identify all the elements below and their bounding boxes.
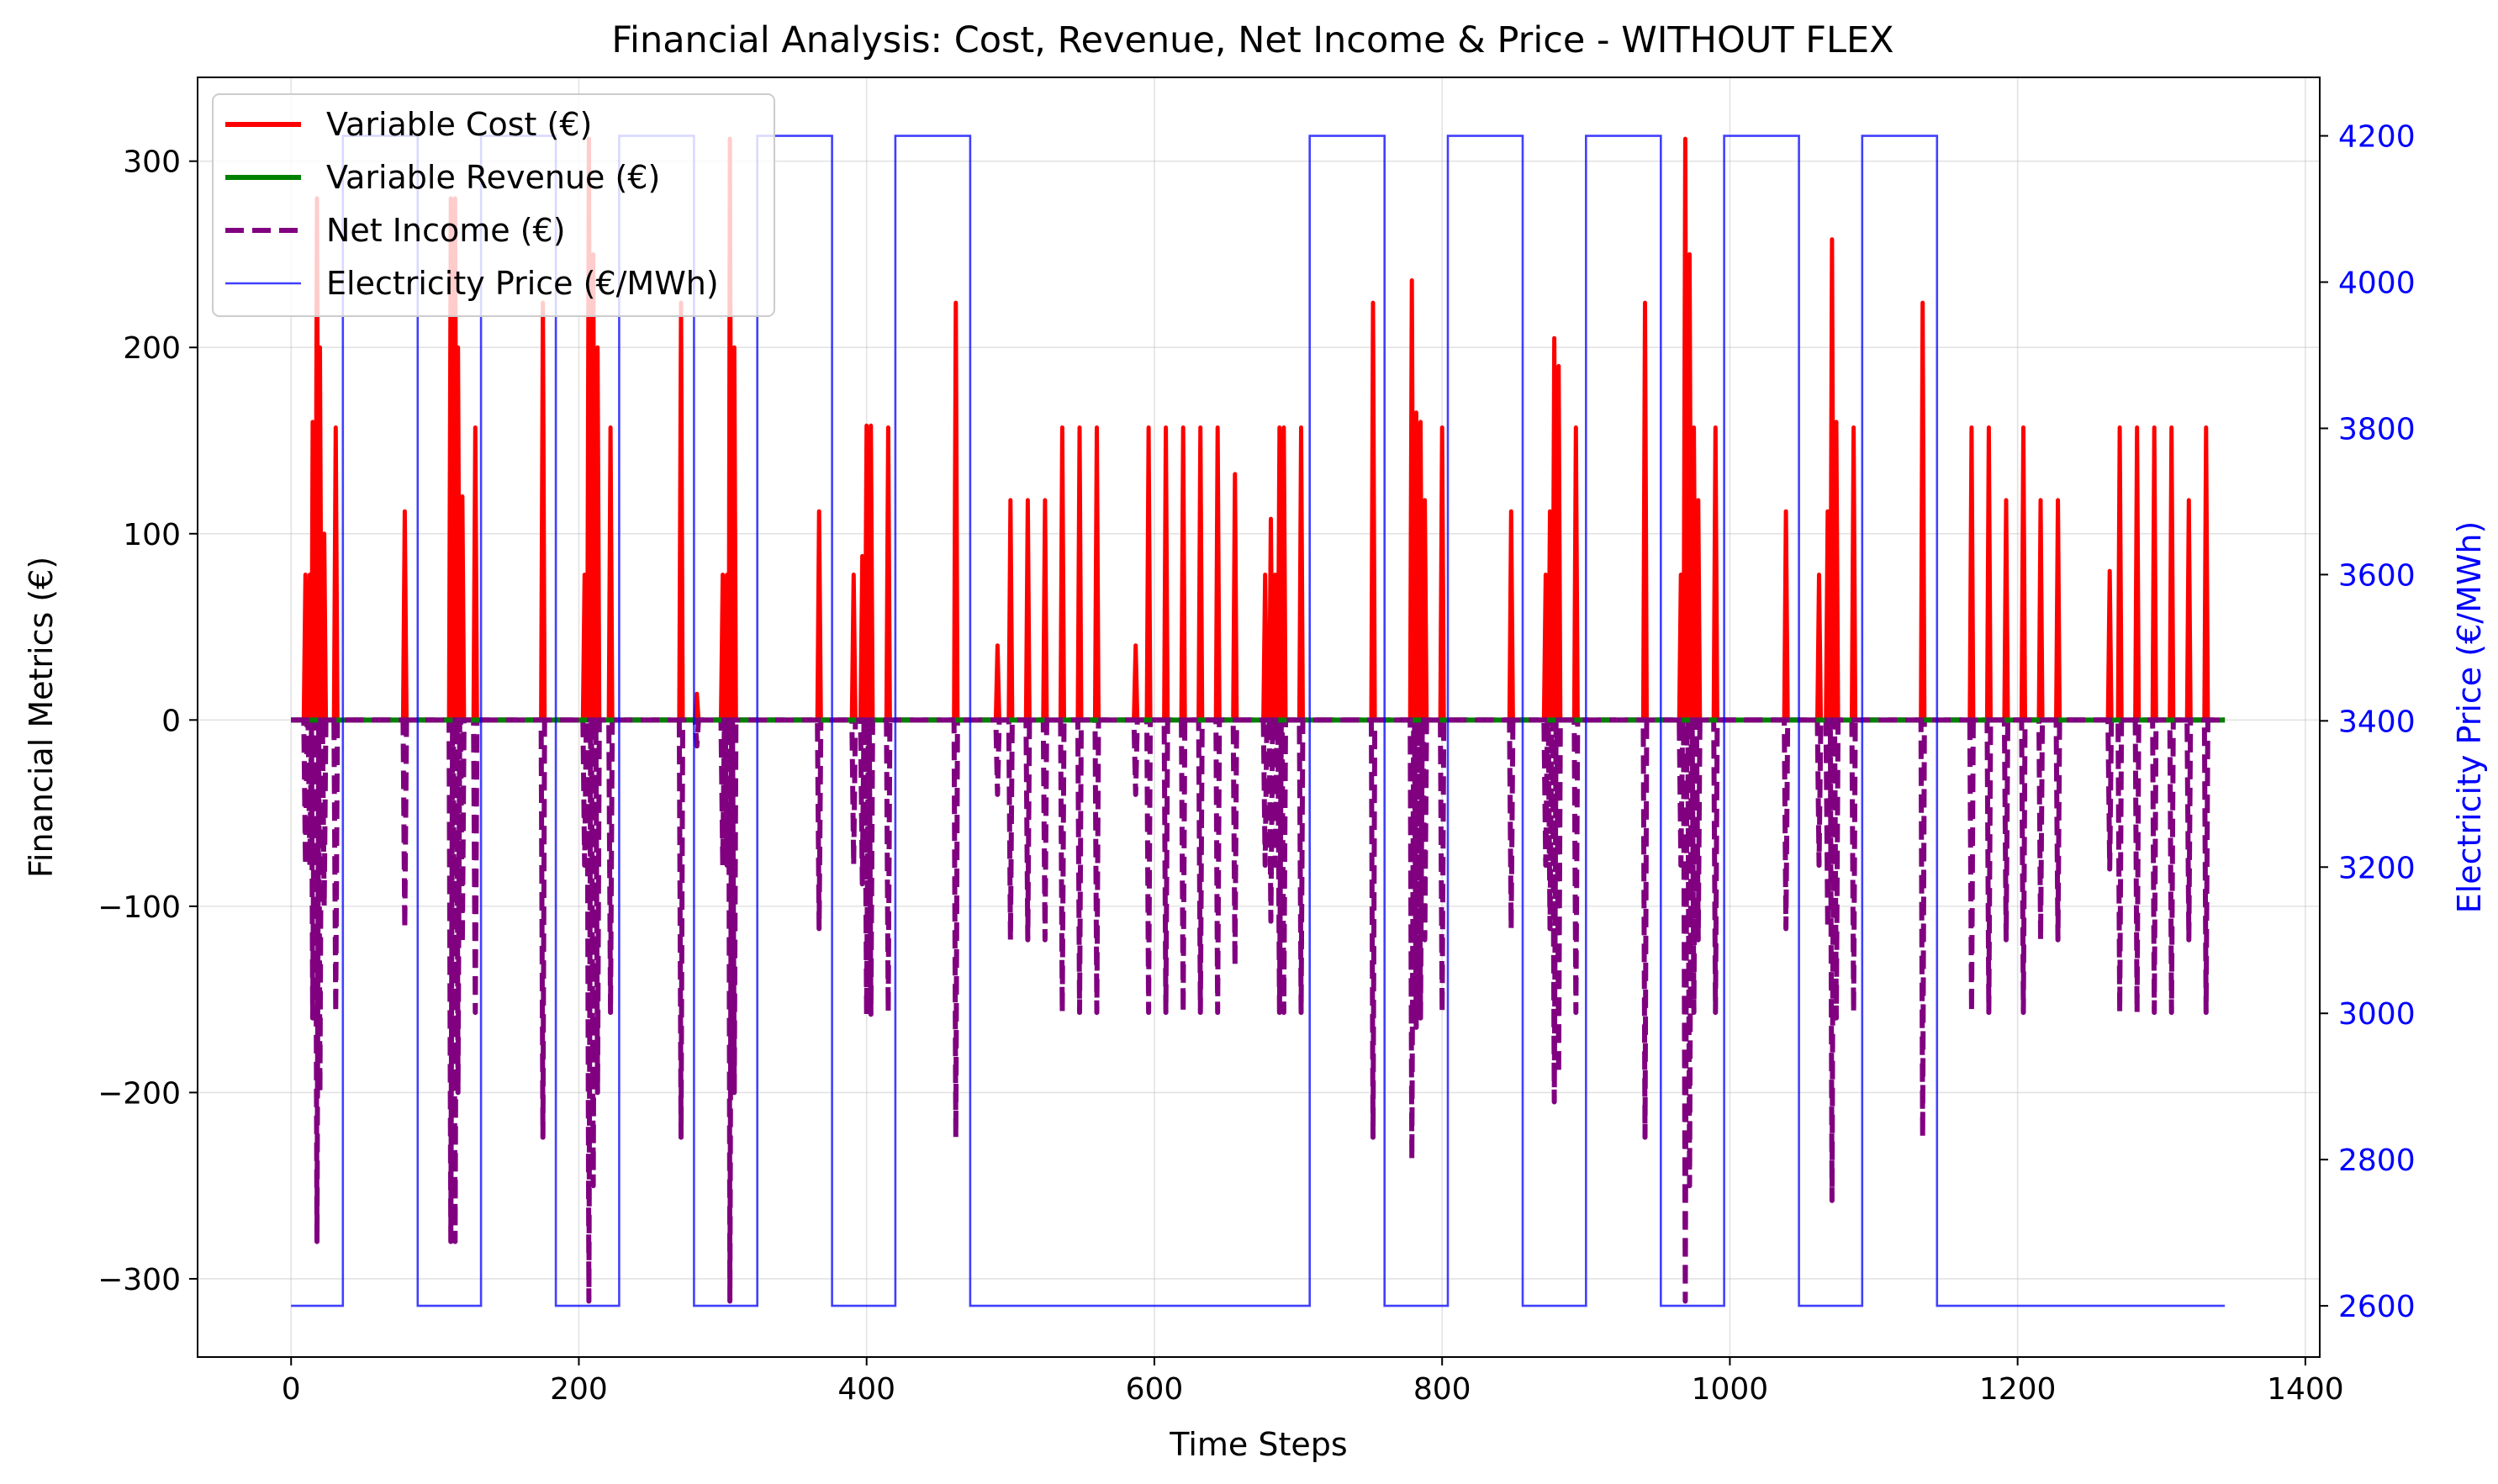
y-tick-label: −100 (98, 890, 181, 925)
legend-label-cost: Variable Cost (€) (326, 106, 592, 143)
y-tick-label: 0 (161, 704, 181, 738)
plot-frame (197, 77, 2321, 1358)
x-axis-label: Time Steps (1169, 1426, 1347, 1463)
y2-tick-label: 3800 (2338, 412, 2416, 446)
legend-box (212, 93, 775, 317)
chart-title: Financial Analysis: Cost, Revenue, Net I… (611, 19, 1893, 61)
y-tick-label: −200 (98, 1076, 181, 1111)
y2-tick-label: 2600 (2338, 1290, 2416, 1324)
y2-tick-label: 4200 (2338, 120, 2416, 155)
y2-tick-label: 3400 (2338, 705, 2416, 739)
x-tick-label: 1200 (1979, 1372, 2057, 1407)
y-tick-label: 200 (123, 331, 181, 366)
x-tick-label: 1400 (2267, 1372, 2344, 1407)
x-tick-label: 0 (282, 1372, 301, 1407)
axis-layer: 0 200 400 600 800 1000 1200 14003002001000−100−… (98, 120, 2416, 1407)
x-tick-label: 1000 (1692, 1372, 1769, 1407)
y-tick-label: 100 (123, 518, 181, 552)
legend-label-price: Electricity Price (€/MWh) (326, 265, 719, 302)
x-tick-label: 200 (550, 1372, 608, 1407)
y-tick-label: 300 (123, 145, 181, 180)
x-tick-label: 600 (1126, 1372, 1184, 1407)
x-tick-label: 800 (1413, 1372, 1471, 1407)
y-tick-label: −300 (98, 1263, 181, 1297)
y2-tick-label: 3200 (2338, 851, 2416, 885)
y-axis-label: Financial Metrics (€) (23, 557, 60, 878)
y2-tick-label: 3600 (2338, 558, 2416, 593)
y2-tick-label: 4000 (2338, 267, 2416, 301)
legend-label-net: Net Income (€) (326, 212, 566, 249)
legend: Variable Cost (€) Variable Revenue (€) N… (212, 93, 775, 317)
legend-label-revenue: Variable Revenue (€) (326, 159, 660, 196)
x-tick-label: 400 (837, 1372, 895, 1407)
y2-tick-label: 2800 (2338, 1143, 2416, 1178)
y2-tick-label: 3000 (2338, 997, 2416, 1032)
y2-axis-label: Electricity Price (€/MWh) (2451, 521, 2488, 914)
